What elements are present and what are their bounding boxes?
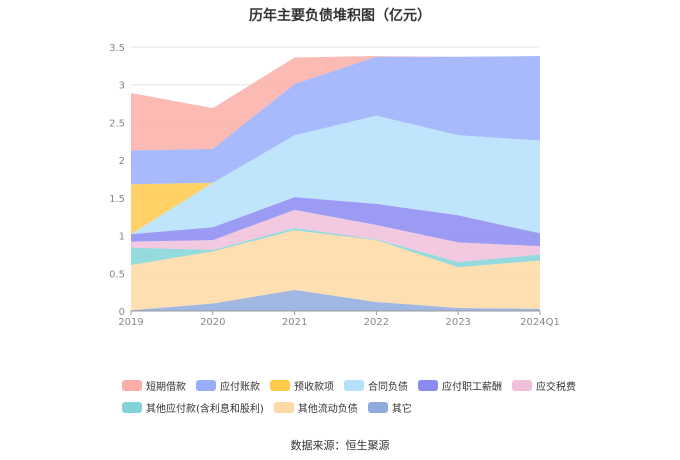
chart-title: 历年主要负债堆积图（亿元） (249, 8, 431, 24)
legend-label: 预收款项 (294, 382, 334, 393)
x-tick-label: 2019 (118, 317, 143, 328)
legend-swatch (122, 380, 142, 391)
legend-swatch (367, 402, 388, 413)
legend-item[interactable]: 应交税费 (512, 378, 576, 393)
legend-label: 短期借款 (146, 382, 186, 393)
legend-swatch (344, 380, 364, 391)
legend-item[interactable]: 合同负债 (344, 378, 408, 393)
x-tick-label: 2023 (445, 317, 470, 328)
area-series (131, 197, 540, 247)
legend: 短期借款 应付账款 预收款项 合同负债 应付职工薪酬 应交税费 其他应付款(含利息和股利)… (122, 378, 592, 422)
legend-item[interactable]: 预收款项 (270, 378, 334, 393)
legend-label: 其它 (391, 404, 412, 415)
area-series (131, 56, 540, 185)
data-source: 数据来源：恒生聚源 (290, 439, 390, 452)
legend-label: 其他流动负债 (297, 404, 358, 415)
area-series (131, 115, 540, 235)
x-tick-label: 2021 (282, 317, 307, 328)
legend-swatch (512, 380, 532, 391)
legend-row-2: 其他应付款(含利息和股利) 其他流动负债 其它 (122, 400, 592, 415)
y-tick-label: 3.5 (109, 43, 125, 54)
legend-label: 其他应付款(含利息和股利) (146, 404, 264, 415)
legend-label: 应付账款 (220, 382, 260, 393)
y-tick-label: 0 (119, 307, 125, 318)
legend-swatch (273, 402, 294, 413)
y-tick-label: 2.5 (109, 118, 125, 129)
area-series (131, 209, 540, 262)
x-tick-label: 2022 (364, 317, 389, 328)
legend-swatch (270, 380, 290, 391)
area-series (131, 230, 540, 311)
legend-item[interactable]: 其它 (367, 400, 412, 415)
legend-swatch (418, 380, 438, 391)
legend-swatch (122, 402, 142, 413)
legend-item[interactable]: 应付职工薪酬 (418, 378, 502, 393)
legend-item[interactable]: 应付账款 (196, 378, 260, 393)
area-series (131, 56, 540, 151)
x-tick-label: 2020 (200, 317, 225, 328)
legend-row-1: 短期借款 应付账款 预收款项 合同负债 应付职工薪酬 应交税费 (122, 378, 592, 393)
area-series (131, 289, 540, 311)
y-tick-label: 2 (119, 156, 125, 167)
legend-swatch (196, 380, 216, 391)
legend-label: 应交税费 (536, 382, 576, 393)
y-tick-label: 3 (119, 81, 125, 92)
legend-item[interactable]: 短期借款 (122, 378, 186, 393)
legend-label: 应付职工薪酬 (442, 382, 502, 393)
legend-label: 合同负债 (368, 382, 408, 393)
y-tick-label: 1 (119, 232, 125, 243)
area-series (131, 228, 540, 268)
y-tick-label: 0.5 (109, 269, 125, 280)
x-tick-label: 2024Q1 (520, 317, 560, 328)
legend-item[interactable]: 其他应付款(含利息和股利) (122, 400, 264, 415)
y-tick-label: 1.5 (109, 194, 125, 205)
legend-item[interactable]: 其他流动负债 (273, 400, 358, 415)
